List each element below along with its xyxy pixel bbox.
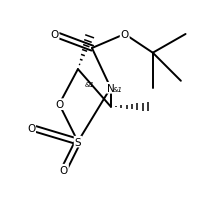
Text: S: S	[75, 137, 81, 147]
Text: O: O	[50, 30, 59, 40]
Text: &1: &1	[85, 81, 95, 87]
Text: O: O	[55, 100, 63, 110]
Text: &1: &1	[113, 87, 123, 93]
Text: O: O	[27, 123, 35, 133]
Text: O: O	[121, 30, 129, 40]
Text: N: N	[107, 83, 115, 93]
Text: O: O	[60, 165, 68, 175]
